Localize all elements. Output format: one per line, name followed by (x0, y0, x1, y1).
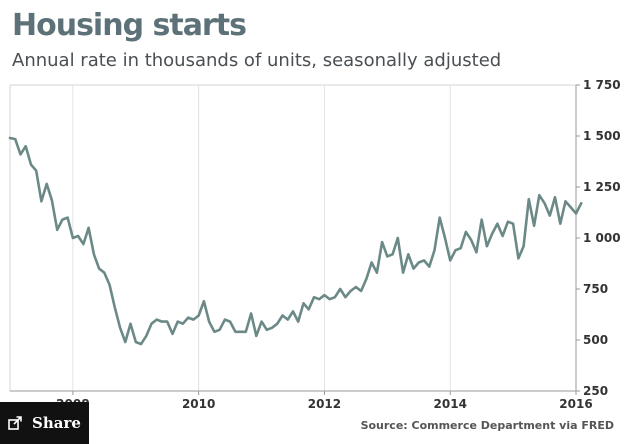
chart-series (8, 136, 583, 346)
x-tick-label: 2014 (434, 397, 467, 411)
series-line (8, 136, 583, 346)
y-tick-label: 500 (583, 333, 608, 347)
chart-grid (72, 85, 577, 391)
x-tick-label: 2012 (308, 397, 341, 411)
share-icon (8, 416, 22, 430)
share-button[interactable]: Share (0, 402, 89, 444)
x-axis-ticks: 20082010201220142016 (56, 391, 593, 411)
chart-subtitle: Annual rate in thousands of units, seaso… (12, 50, 502, 71)
y-tick-label: 1 250 (583, 180, 621, 194)
y-tick-label: 250 (583, 384, 608, 398)
y-tick-label: 750 (583, 282, 608, 296)
y-tick-label: 1 500 (583, 129, 621, 143)
chart-title: Housing starts (12, 8, 247, 43)
source-note: Source: Commerce Department via FRED (360, 419, 614, 432)
x-tick-label: 2016 (559, 397, 592, 411)
share-label: Share (32, 414, 81, 432)
y-axis-ticks: 250 500 750 1 000 1 250 1 500 1 750 (576, 78, 621, 398)
y-tick-label: 1 750 (583, 78, 621, 92)
y-tick-label: 1 000 (583, 231, 621, 245)
x-tick-label: 2010 (182, 397, 215, 411)
